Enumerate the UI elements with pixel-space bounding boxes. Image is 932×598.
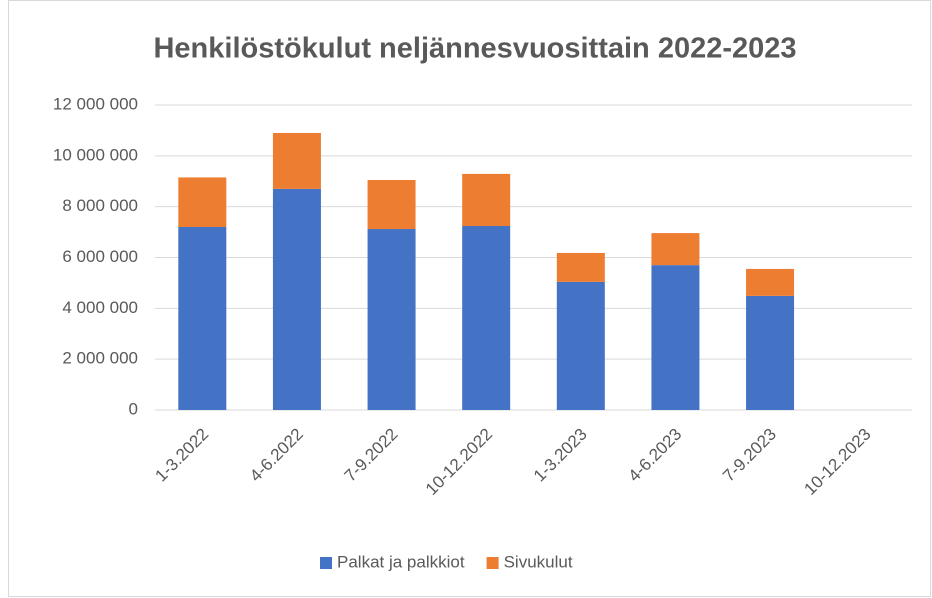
y-tick-label: 2 000 000 — [62, 349, 138, 368]
y-tick-label: 10 000 000 — [53, 145, 138, 164]
bar-segment — [651, 265, 700, 410]
bar-segment — [746, 268, 795, 296]
legend-label: Palkat ja palkkiot — [337, 552, 465, 571]
legend-swatch — [486, 557, 499, 569]
bar-segment — [651, 233, 700, 266]
legend-swatch — [320, 557, 332, 569]
bar-segment — [272, 132, 321, 189]
y-tick-label: 6 000 000 — [62, 247, 138, 266]
bar-segment — [367, 179, 416, 230]
bar-segment — [178, 177, 227, 227]
y-tick-label: 12 000 000 — [53, 94, 138, 113]
bar-segment — [462, 225, 511, 410]
bar-segment — [178, 227, 227, 410]
chart-title: Henkilöstökulut neljännesvuosittain 2022… — [153, 33, 796, 65]
bar-segment — [556, 281, 605, 410]
bar-segment — [556, 252, 605, 282]
legend-label: Sivukulut — [504, 552, 573, 571]
bar-segment — [462, 173, 511, 226]
y-tick-label: 4 000 000 — [62, 298, 138, 317]
bar-segment — [746, 295, 795, 410]
y-tick-label: 8 000 000 — [62, 196, 138, 215]
y-tick-label: 0 — [129, 399, 138, 418]
bar-segment — [367, 229, 416, 410]
bar-segment — [272, 188, 321, 410]
